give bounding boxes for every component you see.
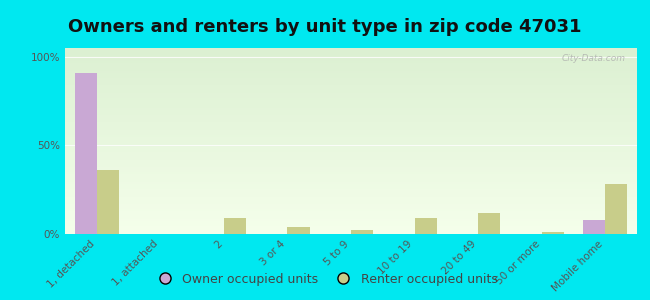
Bar xyxy=(351,230,373,234)
Legend: Owner occupied units, Renter occupied units: Owner occupied units, Renter occupied un… xyxy=(148,268,502,291)
Bar xyxy=(97,170,119,234)
Bar xyxy=(541,232,564,234)
Text: Owners and renters by unit type in zip code 47031: Owners and renters by unit type in zip c… xyxy=(68,18,582,36)
Text: City-Data.com: City-Data.com xyxy=(562,54,625,63)
Bar xyxy=(287,227,309,234)
Bar xyxy=(75,73,97,234)
Bar xyxy=(478,213,500,234)
Bar xyxy=(583,220,605,234)
Bar xyxy=(415,218,437,234)
Bar xyxy=(605,184,627,234)
Bar xyxy=(224,218,246,234)
